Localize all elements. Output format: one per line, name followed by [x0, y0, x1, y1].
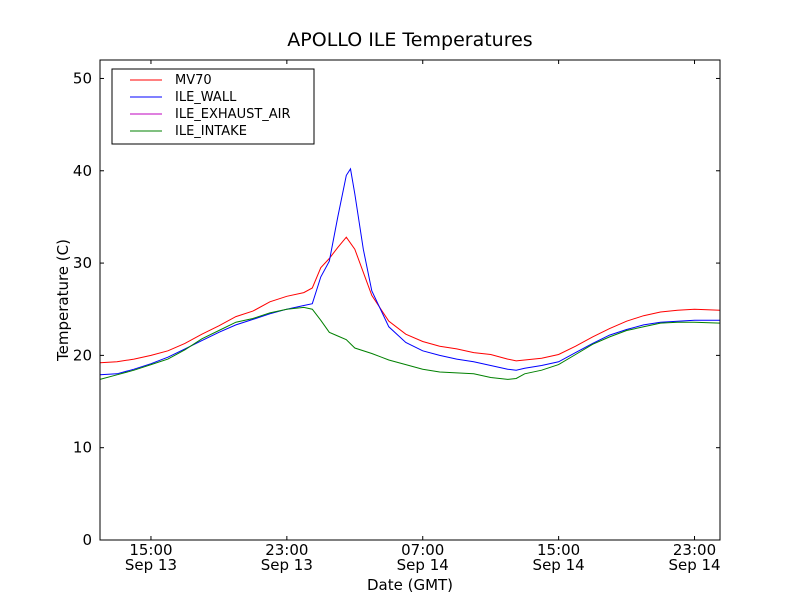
legend-label: MV70	[175, 73, 212, 88]
x-tick-label-date: Sep 13	[125, 556, 177, 574]
plot-frame	[99, 59, 721, 541]
y-tick-label: 20	[73, 346, 92, 364]
y-tick-label: 30	[73, 254, 92, 272]
legend-label: ILE_WALL	[175, 90, 237, 105]
legend-label: ILE_EXHAUST_AIR	[175, 107, 291, 122]
x-tick-label-date: Sep 14	[533, 556, 585, 574]
series-line-ile-intake	[99, 306, 721, 380]
x-tick-label-date: Sep 13	[261, 556, 313, 574]
x-tick-label-date: Sep 14	[397, 556, 449, 574]
legend-label: ILE_INTAKE	[175, 124, 247, 139]
legend: MV70 ILE_WALL ILE_EXHAUST_AIR ILE_INTAKE	[111, 68, 315, 145]
x-tick-label-time: 15:00	[537, 541, 580, 559]
y-tick-label: 40	[73, 162, 92, 180]
x-tick-label-time: 15:00	[129, 541, 172, 559]
y-tick-label: 50	[73, 69, 92, 87]
series-line-mv70	[99, 236, 721, 364]
chart-title: APOLLO ILE Temperatures	[287, 29, 532, 51]
x-tick-label-time: 07:00	[401, 541, 444, 559]
series-line-ile-wall	[99, 167, 720, 376]
x-axis-label: Date (GMT)	[367, 576, 453, 594]
y-tick-label: 10	[73, 439, 92, 457]
x-tick-label-date: Sep 14	[668, 556, 720, 574]
y-tick-label: 0	[82, 531, 92, 549]
x-tick-label-time: 23:00	[265, 541, 308, 559]
x-tick-label-time: 23:00	[673, 541, 716, 559]
y-axis-label: Temperature (C)	[54, 239, 72, 362]
series-layer	[99, 167, 721, 380]
